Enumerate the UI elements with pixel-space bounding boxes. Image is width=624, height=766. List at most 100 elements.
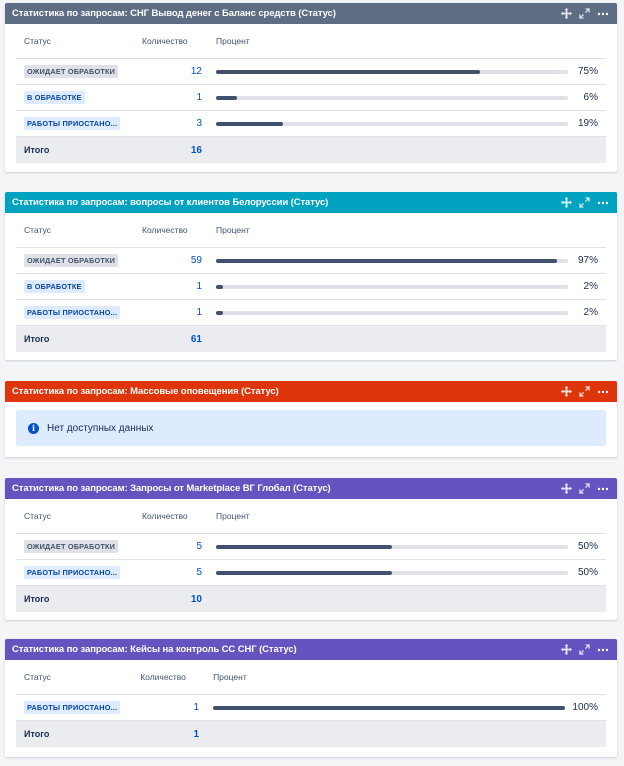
gadget-title: Статистика по запросам: СНГ Вывод денег …	[12, 8, 336, 19]
percent-value: 19%	[576, 110, 606, 137]
status-lozenge[interactable]: В ОБРАБОТКЕ	[24, 91, 85, 104]
count-link[interactable]: 5	[142, 559, 216, 586]
percent-bar	[213, 705, 566, 710]
total-label: Итого	[16, 585, 142, 612]
table-header-row: Статус Количество Процент	[16, 213, 606, 248]
move-icon[interactable]	[561, 386, 572, 397]
table-header-row: Статус Количество Процент	[16, 24, 606, 59]
percent-bar	[216, 544, 568, 549]
gadget-header: Статистика по запросам: Массовые оповеще…	[5, 381, 617, 402]
status-stats-table: Статус Количество Процент РАБОТЫ ПРИОСТА…	[16, 660, 606, 747]
percent-bar-fill	[216, 95, 238, 100]
gadget-header: Статистика по запросам: вопросы от клиен…	[5, 192, 617, 213]
percent-bar	[216, 284, 568, 289]
percent-bar-fill	[216, 121, 283, 126]
expand-icon[interactable]	[579, 644, 590, 655]
more-icon[interactable]	[597, 390, 609, 394]
total-label: Итого	[16, 136, 142, 163]
column-header-status[interactable]: Статус	[16, 24, 142, 59]
table-row: ОЖИДАЕТ ОБРАБОТКИ 59 97%	[16, 247, 606, 274]
count-link[interactable]: 1	[140, 694, 214, 721]
status-lozenge[interactable]: РАБОТЫ ПРИОСТАНО...	[24, 701, 121, 714]
table-row: РАБОТЫ ПРИОСТАНО... 1 100%	[16, 694, 606, 721]
more-icon[interactable]	[597, 201, 609, 205]
count-link[interactable]: 1	[142, 84, 216, 111]
status-lozenge[interactable]: ОЖИДАЕТ ОБРАБОТКИ	[24, 254, 119, 267]
column-header-count[interactable]: Количество	[142, 24, 216, 59]
expand-icon[interactable]	[579, 197, 590, 208]
status-lozenge[interactable]: В ОБРАБОТКЕ	[24, 280, 85, 293]
percent-value: 97%	[576, 247, 606, 274]
table-header-row: Статус Количество Процент	[16, 499, 606, 534]
move-icon[interactable]	[561, 483, 572, 494]
status-lozenge[interactable]: РАБОТЫ ПРИОСТАНО...	[24, 306, 121, 319]
more-icon[interactable]	[597, 487, 609, 491]
percent-bar	[216, 570, 568, 575]
percent-bar-fill	[216, 310, 224, 315]
expand-icon[interactable]	[579, 386, 590, 397]
gadget-title: Статистика по запросам: Кейсы на контрол…	[12, 644, 297, 655]
status-stats-table: Статус Количество Процент ОЖИДАЕТ ОБРАБО…	[16, 499, 606, 612]
move-icon[interactable]	[561, 197, 572, 208]
count-link[interactable]: 3	[142, 110, 216, 137]
status-lozenge[interactable]: РАБОТЫ ПРИОСТАНО...	[24, 566, 121, 579]
expand-icon[interactable]	[579, 483, 590, 494]
no-data-message: i Нет доступных данных	[16, 410, 606, 446]
total-row: Итого 10	[16, 585, 606, 612]
total-count-link[interactable]: 10	[142, 585, 216, 612]
column-header-count[interactable]: Количество	[142, 499, 216, 534]
move-icon[interactable]	[561, 8, 572, 19]
more-icon[interactable]	[597, 12, 609, 16]
gadget-cis-withdrawal: Статистика по запросам: СНГ Вывод денег …	[5, 3, 617, 172]
table-row: РАБОТЫ ПРИОСТАНО... 1 2%	[16, 299, 606, 326]
column-header-percent: Процент	[213, 660, 573, 695]
no-data-text: Нет доступных данных	[47, 422, 154, 434]
status-lozenge[interactable]: ОЖИДАЕТ ОБРАБОТКИ	[24, 65, 119, 78]
count-link[interactable]: 59	[142, 247, 216, 274]
percent-value: 50%	[576, 533, 606, 560]
percent-value: 2%	[576, 273, 606, 300]
gadget-header: Статистика по запросам: СНГ Вывод денег …	[5, 3, 617, 24]
total-row: Итого 1	[16, 720, 606, 747]
total-count-link[interactable]: 61	[142, 325, 216, 352]
gadget-belarus-clients: Статистика по запросам: вопросы от клиен…	[5, 192, 617, 360]
total-count-link[interactable]: 16	[142, 136, 216, 163]
percent-value: 75%	[576, 58, 606, 85]
percent-bar-fill	[216, 570, 392, 575]
column-header-count[interactable]: Количество	[140, 660, 214, 695]
percent-value: 100%	[572, 694, 606, 721]
gadget-title: Статистика по запросам: Массовые оповеще…	[12, 386, 279, 397]
column-header-percent: Процент	[216, 499, 576, 534]
total-row: Итого 61	[16, 325, 606, 352]
percent-bar	[216, 95, 568, 100]
table-row: В ОБРАБОТКЕ 1 6%	[16, 84, 606, 111]
info-icon: i	[28, 422, 39, 434]
status-stats-table: Статус Количество Процент ОЖИДАЕТ ОБРАБО…	[16, 213, 606, 352]
total-count-link[interactable]: 1	[140, 720, 214, 747]
more-icon[interactable]	[597, 648, 609, 652]
percent-bar-fill	[216, 69, 480, 74]
count-link[interactable]: 12	[142, 58, 216, 85]
table-row: ОЖИДАЕТ ОБРАБОТКИ 5 50%	[16, 533, 606, 560]
count-link[interactable]: 5	[142, 533, 216, 560]
percent-bar	[216, 258, 568, 263]
column-header-count[interactable]: Количество	[142, 213, 216, 248]
status-lozenge[interactable]: ОЖИДАЕТ ОБРАБОТКИ	[24, 540, 119, 553]
move-icon[interactable]	[561, 644, 572, 655]
percent-bar-fill	[213, 705, 566, 710]
column-header-status[interactable]: Статус	[16, 499, 142, 534]
expand-icon[interactable]	[579, 8, 590, 19]
gadget-title: Статистика по запросам: Запросы от Marke…	[12, 483, 331, 494]
count-link[interactable]: 1	[142, 273, 216, 300]
status-lozenge[interactable]: РАБОТЫ ПРИОСТАНО...	[24, 117, 121, 130]
percent-value: 2%	[576, 299, 606, 326]
percent-bar-fill	[216, 284, 224, 289]
column-header-status[interactable]: Статус	[16, 660, 141, 695]
table-header-row: Статус Количество Процент	[16, 660, 606, 695]
column-header-percent: Процент	[216, 24, 576, 59]
gadget-header: Статистика по запросам: Запросы от Marke…	[5, 478, 617, 499]
table-row: В ОБРАБОТКЕ 1 2%	[16, 273, 606, 300]
count-link[interactable]: 1	[142, 299, 216, 326]
column-header-status[interactable]: Статус	[16, 213, 142, 248]
total-row: Итого 16	[16, 136, 606, 163]
